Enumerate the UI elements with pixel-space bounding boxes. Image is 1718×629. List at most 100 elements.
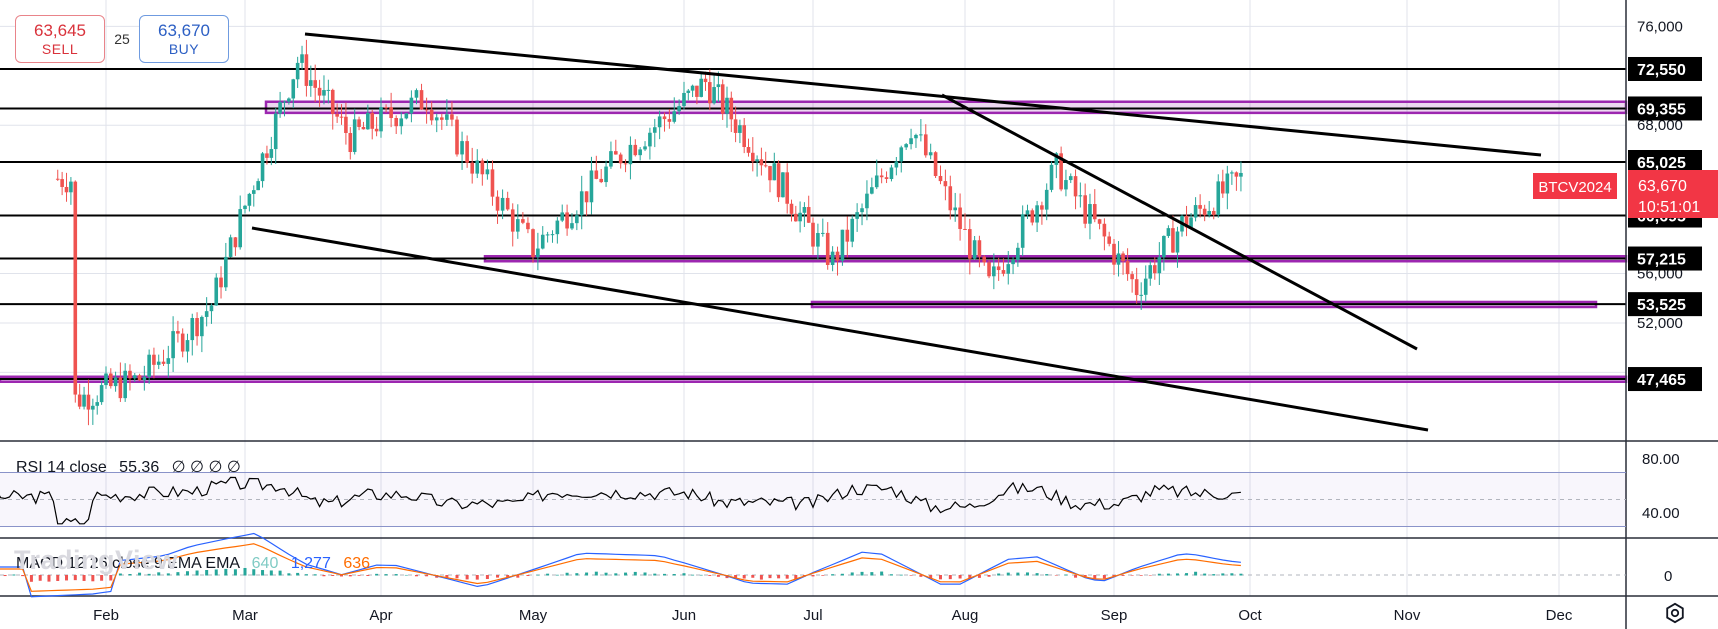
macd-hist-bar	[414, 575, 418, 577]
sell-button[interactable]: 63,645 SELL	[15, 15, 105, 63]
candle-body	[260, 153, 265, 182]
candle-body	[445, 114, 449, 120]
candle-body	[147, 354, 151, 377]
candle-body	[128, 370, 132, 379]
macd-hist-bar	[1148, 575, 1152, 576]
candle-body	[633, 144, 638, 156]
macd-hist-bar	[261, 570, 265, 576]
candle-body	[1143, 278, 1148, 295]
candle-body	[1216, 181, 1221, 215]
macd-hist-bar	[1130, 575, 1134, 576]
candle-body	[695, 85, 699, 97]
candle-body	[811, 222, 815, 247]
macd-hist-bar	[850, 572, 854, 576]
candle-body	[725, 97, 729, 114]
macd-hist-bar	[21, 575, 25, 577]
trade-panel: 63,645 SELL 25 63,670 BUY	[15, 15, 229, 63]
settings-gear-icon[interactable]	[1664, 602, 1686, 624]
macd-hist-bar	[287, 573, 291, 576]
macd-hist-bar	[938, 575, 942, 580]
level-badge	[1628, 246, 1702, 271]
candle-body	[440, 117, 444, 120]
candle-body	[1189, 217, 1193, 228]
candle-body	[1175, 231, 1180, 253]
candle-body	[142, 376, 147, 381]
level-badge	[1628, 367, 1702, 392]
candle-body	[1116, 253, 1121, 265]
candle-body	[789, 203, 794, 214]
macd-hist-bar	[118, 573, 122, 576]
candle-body	[374, 128, 379, 132]
candle-body	[429, 110, 434, 121]
candle-body	[628, 144, 633, 165]
candle-body	[1083, 195, 1087, 224]
candle-body	[282, 101, 287, 103]
candle-body	[703, 78, 708, 83]
candle-body	[682, 92, 686, 107]
macd-hist-bar	[12, 574, 16, 576]
candle-body	[1198, 205, 1202, 209]
candle-body	[256, 181, 260, 191]
macd-signal-line	[0, 543, 1241, 592]
candle-body	[899, 147, 904, 162]
candle-body	[1202, 208, 1207, 216]
macd-hist-bar	[734, 575, 738, 578]
symbol-badge-countdown: 10:51:01	[1638, 199, 1700, 216]
candle-body	[855, 212, 859, 219]
candle-body	[599, 178, 603, 183]
candle-body	[987, 262, 991, 277]
candle-body	[300, 54, 304, 63]
macd-hist-bar	[536, 574, 540, 576]
candle-body	[132, 375, 137, 379]
candle-body	[1239, 172, 1243, 177]
macd-hist-bar	[340, 575, 344, 577]
trendline	[304, 32, 1542, 157]
price-tick-label: 52,000	[1637, 315, 1683, 332]
symbol-badge-name: BTCV2024	[1538, 179, 1611, 196]
candle-body	[64, 186, 69, 193]
candle-body	[638, 149, 642, 156]
sell-price: 63,645	[34, 21, 86, 40]
candle-body	[943, 181, 948, 187]
candle-body	[1211, 210, 1216, 215]
macd-hist-bar	[82, 575, 86, 581]
candle-body	[495, 196, 500, 211]
candle-body	[1225, 173, 1230, 194]
candle-body	[384, 107, 388, 109]
candle-body	[776, 163, 781, 198]
macd-hist-bar	[1083, 575, 1087, 578]
candle-body	[434, 117, 439, 121]
candle-body	[1059, 153, 1063, 190]
candle-body	[830, 251, 835, 265]
macd-hist-bar	[138, 572, 142, 576]
candle-body	[1049, 164, 1054, 190]
macd-hist-bar	[575, 573, 579, 576]
candle-body	[648, 132, 652, 147]
candle-body	[759, 159, 764, 166]
macd-hist-bar	[672, 574, 676, 576]
candle-body	[156, 361, 161, 365]
macd-hist-bar	[777, 575, 781, 579]
macd-hist-bar	[1093, 575, 1097, 580]
macd-hist-bar	[366, 575, 370, 576]
candle-body	[1121, 253, 1125, 262]
candle-body	[742, 125, 746, 148]
macd-hist-bar	[465, 575, 469, 580]
candle-body	[623, 163, 628, 165]
macd-hist-bar	[506, 575, 510, 578]
candle-body	[1125, 261, 1130, 275]
candle-body	[330, 89, 335, 114]
buy-button[interactable]: 63,670 BUY	[139, 15, 229, 63]
macd-hist-bar	[109, 575, 113, 581]
time-tick-label: May	[519, 607, 548, 624]
macd-hist-bar	[948, 575, 952, 580]
macd-hist-bar	[128, 574, 132, 576]
grid-lines	[0, 0, 1626, 596]
candle-body	[366, 112, 370, 130]
candle-body	[1044, 189, 1049, 210]
macd-hist-bar	[682, 573, 686, 576]
symbol-badge-price: 63,670	[1638, 178, 1687, 195]
candle-body	[845, 229, 850, 242]
candle-body	[657, 116, 662, 128]
